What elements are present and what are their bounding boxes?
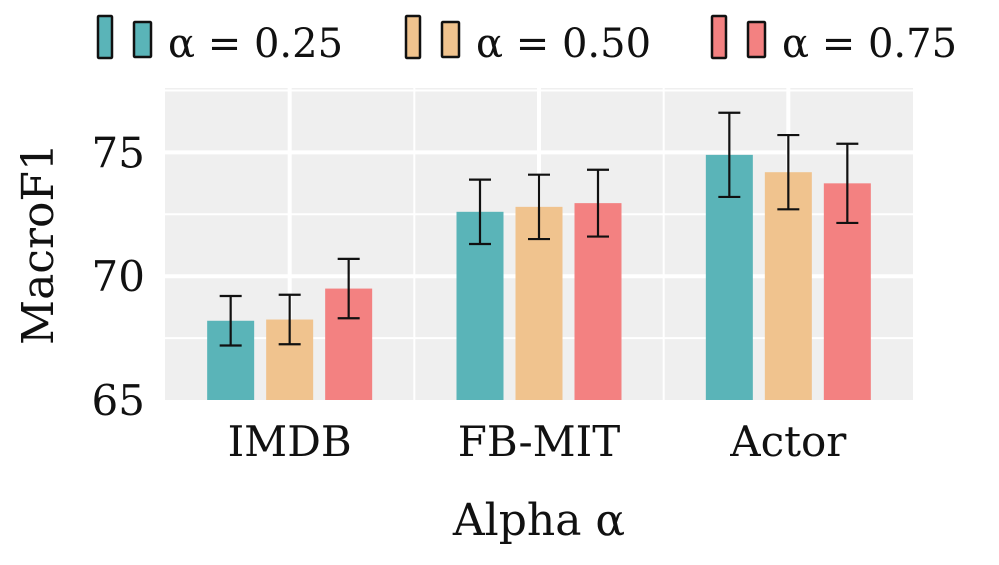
legend-swatch	[404, 14, 422, 60]
x-tick-label: Actor	[729, 417, 847, 466]
legend-swatch	[132, 20, 153, 59]
legend-swatch	[746, 20, 767, 59]
x-axis-label: Alpha α	[452, 495, 625, 546]
error-bars	[219, 111, 859, 347]
x-tick-label: FB-MIT	[458, 417, 621, 466]
y-axis-label: MacroF1	[13, 143, 64, 345]
y-tick-label: 75	[92, 128, 145, 177]
legend-swatch	[710, 14, 728, 60]
y-tick-label: 65	[92, 376, 145, 425]
legend-swatch	[96, 14, 114, 60]
legend-swatch	[440, 20, 461, 59]
legend-label: α = 0.75	[782, 21, 957, 67]
legend-label: α = 0.50	[476, 21, 651, 67]
legend-label: α = 0.25	[168, 21, 343, 67]
x-tick-label: IMDB	[228, 417, 352, 466]
axis-ticks: 65 70 75 IMDB FB-MIT Actor	[92, 128, 848, 466]
legend: α = 0.25 α = 0.50 α = 0.75	[96, 14, 957, 67]
y-tick-label: 70	[92, 252, 145, 301]
bars	[207, 154, 871, 400]
